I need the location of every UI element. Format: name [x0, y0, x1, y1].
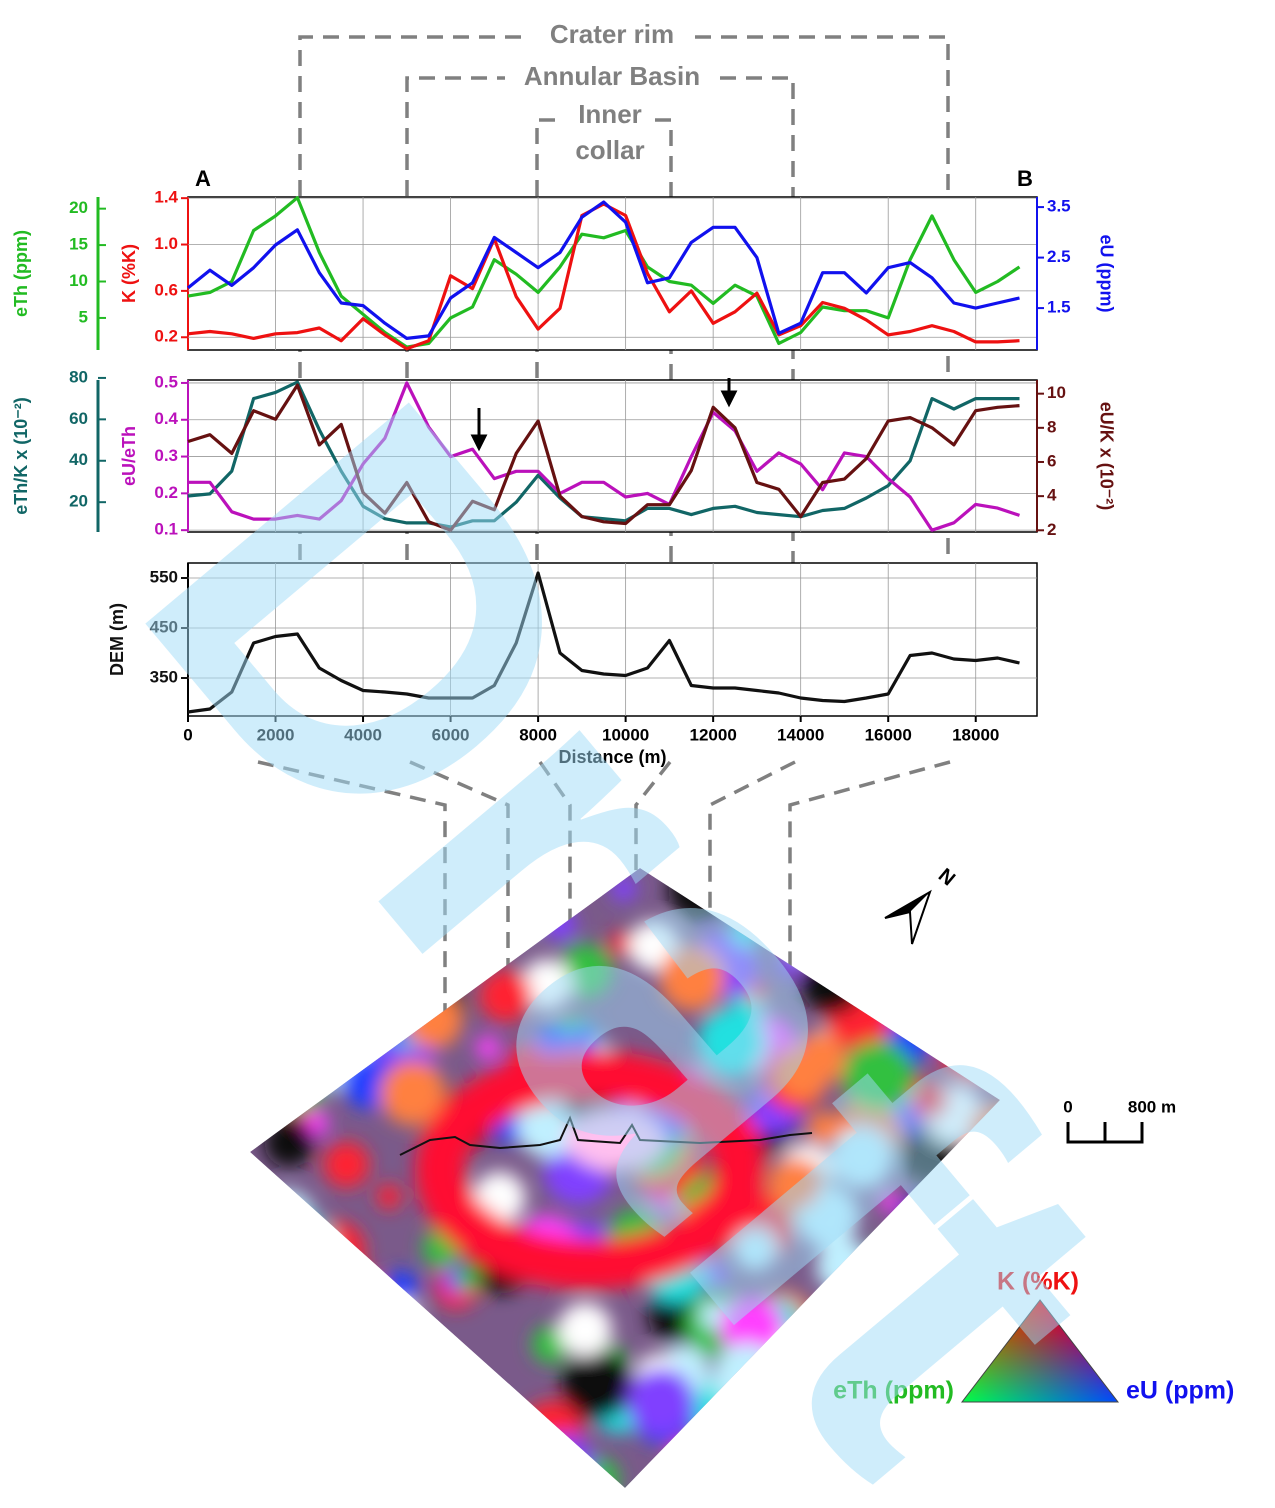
y-tick-label: 0.3 [154, 446, 178, 465]
y-tick-label: 1.0 [154, 234, 178, 253]
x-axis-label: Distance (m) [558, 747, 666, 767]
y-axis-label: eU (ppm) [1096, 235, 1116, 313]
ternary-legend [962, 1300, 1118, 1402]
y-tick-label: 3.5 [1047, 197, 1071, 216]
x-tick-label: 14000 [777, 725, 824, 744]
scale-label: 0 [1063, 1097, 1072, 1116]
scale-label: 800 m [1128, 1097, 1176, 1116]
y-tick-label: 15 [69, 235, 88, 254]
y-tick-label: 0.6 [154, 280, 178, 299]
zone-label: Crater rim [550, 19, 674, 49]
y-tick-label: 80 [69, 367, 88, 386]
y-tick-label: 4 [1047, 486, 1057, 505]
plot-frame [188, 380, 1037, 532]
zone-label: collar [575, 135, 644, 165]
x-tick-label: 4000 [344, 725, 382, 744]
profile-end: B [1017, 166, 1033, 191]
scale-bar [1068, 1122, 1142, 1142]
y-tick-label: 60 [69, 409, 88, 428]
x-tick-label: 2000 [257, 725, 295, 744]
y-axis-label: eU/eTh [119, 426, 139, 486]
y-tick-label: 2 [1047, 520, 1056, 539]
north-arrow: N [885, 864, 959, 944]
x-tick-label: 10000 [602, 725, 649, 744]
zone-label: Inner [578, 99, 642, 129]
ternary-label: K (%K) [997, 1268, 1079, 1296]
y-tick-label: 0.4 [154, 409, 178, 428]
plot-frame [188, 563, 1037, 716]
x-tick-label: 18000 [952, 725, 999, 744]
y-tick-label: 8 [1047, 417, 1056, 436]
y-tick-label: 0.5 [154, 372, 178, 391]
y-tick-label: 5 [79, 307, 88, 326]
y-tick-label: 0.2 [154, 327, 178, 346]
ternary-label: eTh (ppm) [833, 1377, 954, 1405]
y-axis-label: eTh/K x (10⁻²) [11, 397, 31, 515]
y-axis-label: eTh (ppm) [11, 230, 31, 317]
y-tick-label: 0.2 [154, 483, 178, 502]
y-tick-label: 0.1 [154, 520, 178, 539]
y-axis-label: eU/K x (10⁻²) [1096, 402, 1116, 511]
y-tick-label: 10 [69, 271, 88, 290]
y-tick-label: 1.4 [154, 188, 178, 207]
north-label: N [934, 864, 959, 890]
x-tick-label: 0 [183, 725, 192, 744]
y-tick-label: 2.5 [1047, 247, 1071, 266]
charts: 0.2 0.6 1.0 1.4 K (%K) 1.5 2.5 3.5 eU (ppm) 5 10 15… [11, 188, 1117, 767]
y-axis-label: K (%K) [119, 244, 139, 303]
y-tick-label: 550 [150, 567, 178, 586]
ternary-label: eU (ppm) [1126, 1377, 1234, 1405]
profile-end: A [195, 166, 211, 191]
y-tick-label: 20 [69, 198, 88, 217]
x-tick-label: 12000 [690, 725, 737, 744]
y-tick-label: 6 [1047, 451, 1056, 470]
y-tick-label: 450 [150, 617, 178, 636]
plot-frame [188, 197, 1037, 350]
y-tick-label: 10 [1047, 383, 1066, 402]
y-tick-label: 20 [69, 492, 88, 511]
x-tick-label: 6000 [432, 725, 470, 744]
x-tick-label: 16000 [865, 725, 912, 744]
zone-label: Annular Basin [524, 61, 700, 91]
x-tick-label: 8000 [519, 725, 557, 744]
y-tick-label: 350 [150, 667, 178, 686]
figure: Crater rim Annular Basin Inner collar A … [0, 0, 1275, 1508]
y-tick-label: 1.5 [1047, 298, 1071, 317]
y-tick-label: 40 [69, 450, 88, 469]
y-axis-label: DEM (m) [107, 603, 127, 676]
